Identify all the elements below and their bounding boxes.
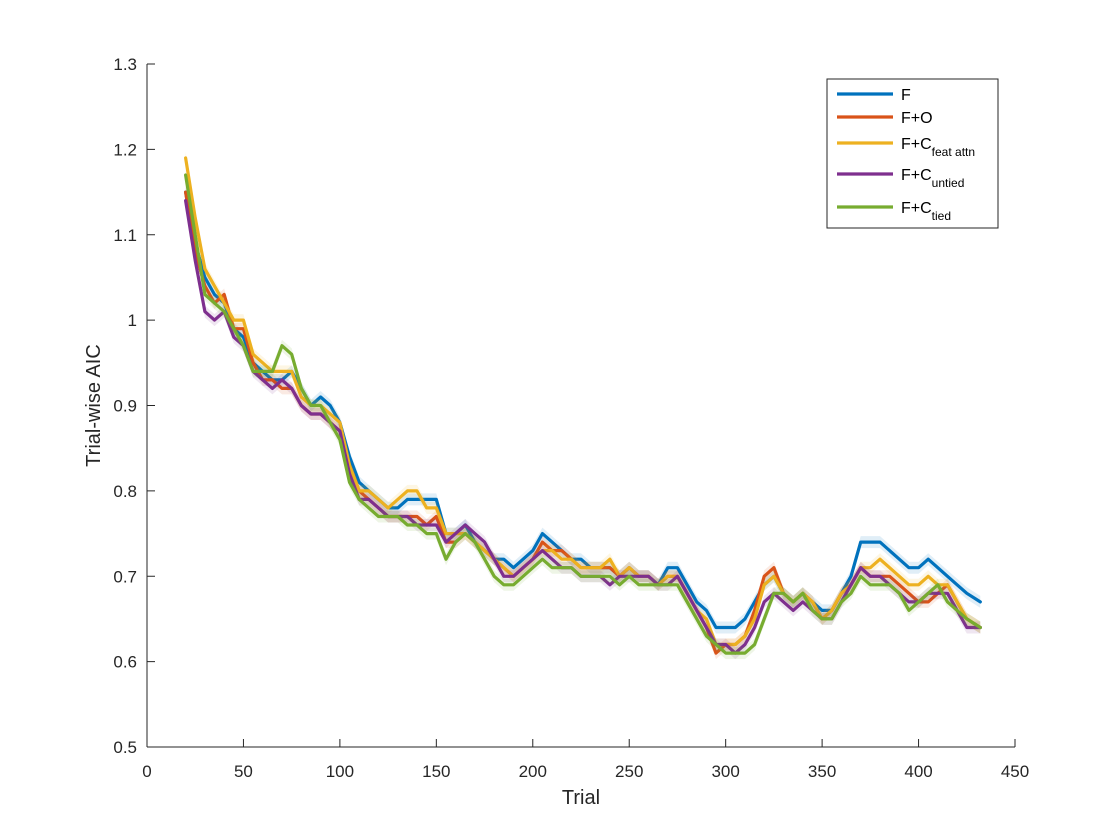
legend-label-subscript: feat attn bbox=[932, 145, 975, 159]
y-tick-label: 0.8 bbox=[113, 482, 137, 501]
series-band-1 bbox=[185, 186, 981, 660]
y-tick-label: 1 bbox=[128, 311, 137, 330]
legend-label-3: F+Cuntied bbox=[901, 167, 964, 190]
x-tick-label: 50 bbox=[234, 762, 253, 781]
x-tick-label: 100 bbox=[326, 762, 354, 781]
legend-label-base: F+C bbox=[901, 200, 932, 217]
x-tick-label: 350 bbox=[808, 762, 836, 781]
legend-box bbox=[826, 78, 999, 229]
x-tick-label: 150 bbox=[422, 762, 450, 781]
legend-label-base: F+O bbox=[901, 110, 933, 127]
x-tick-label: 250 bbox=[615, 762, 643, 781]
y-tick-label: 1.1 bbox=[113, 226, 137, 245]
series-layer bbox=[184, 151, 982, 660]
legend-label-base: F+C bbox=[901, 136, 932, 153]
y-tick-label: 1.3 bbox=[113, 55, 137, 74]
y-tick-label: 0.5 bbox=[113, 738, 137, 757]
legend-label-0: F bbox=[901, 87, 911, 104]
x-tick-label: 200 bbox=[519, 762, 547, 781]
x-tick-label: 300 bbox=[711, 762, 739, 781]
legend-label-1: F+O bbox=[901, 110, 933, 127]
legend-label-2: F+Cfeat attn bbox=[901, 136, 975, 159]
legend-label-base: F bbox=[901, 87, 911, 104]
x-tick-label: 0 bbox=[142, 762, 151, 781]
series-line-0 bbox=[184, 190, 982, 630]
axes-layer: 0 50 100 150 200 250 300 350 400 450 0.5 0.6 0.7 0.8 0… bbox=[83, 55, 1029, 809]
x-axis-title: Trial bbox=[562, 787, 600, 809]
legend-label-subscript: tied bbox=[932, 209, 951, 223]
y-tick-label: 1.2 bbox=[113, 140, 137, 159]
x-tick-label: 450 bbox=[1001, 762, 1029, 781]
legend-label-subscript: untied bbox=[932, 176, 965, 190]
x-tick-label: 400 bbox=[904, 762, 932, 781]
y-axis-title: Trial-wise AIC bbox=[83, 344, 105, 467]
y-tick-label: 0.7 bbox=[113, 567, 137, 586]
y-tick-label: 0.9 bbox=[113, 397, 137, 416]
y-tick-label: 0.6 bbox=[113, 653, 137, 672]
legend-label-base: F+C bbox=[901, 167, 932, 184]
legend-label-4: F+Ctied bbox=[901, 200, 951, 223]
series-line-4 bbox=[184, 173, 982, 655]
